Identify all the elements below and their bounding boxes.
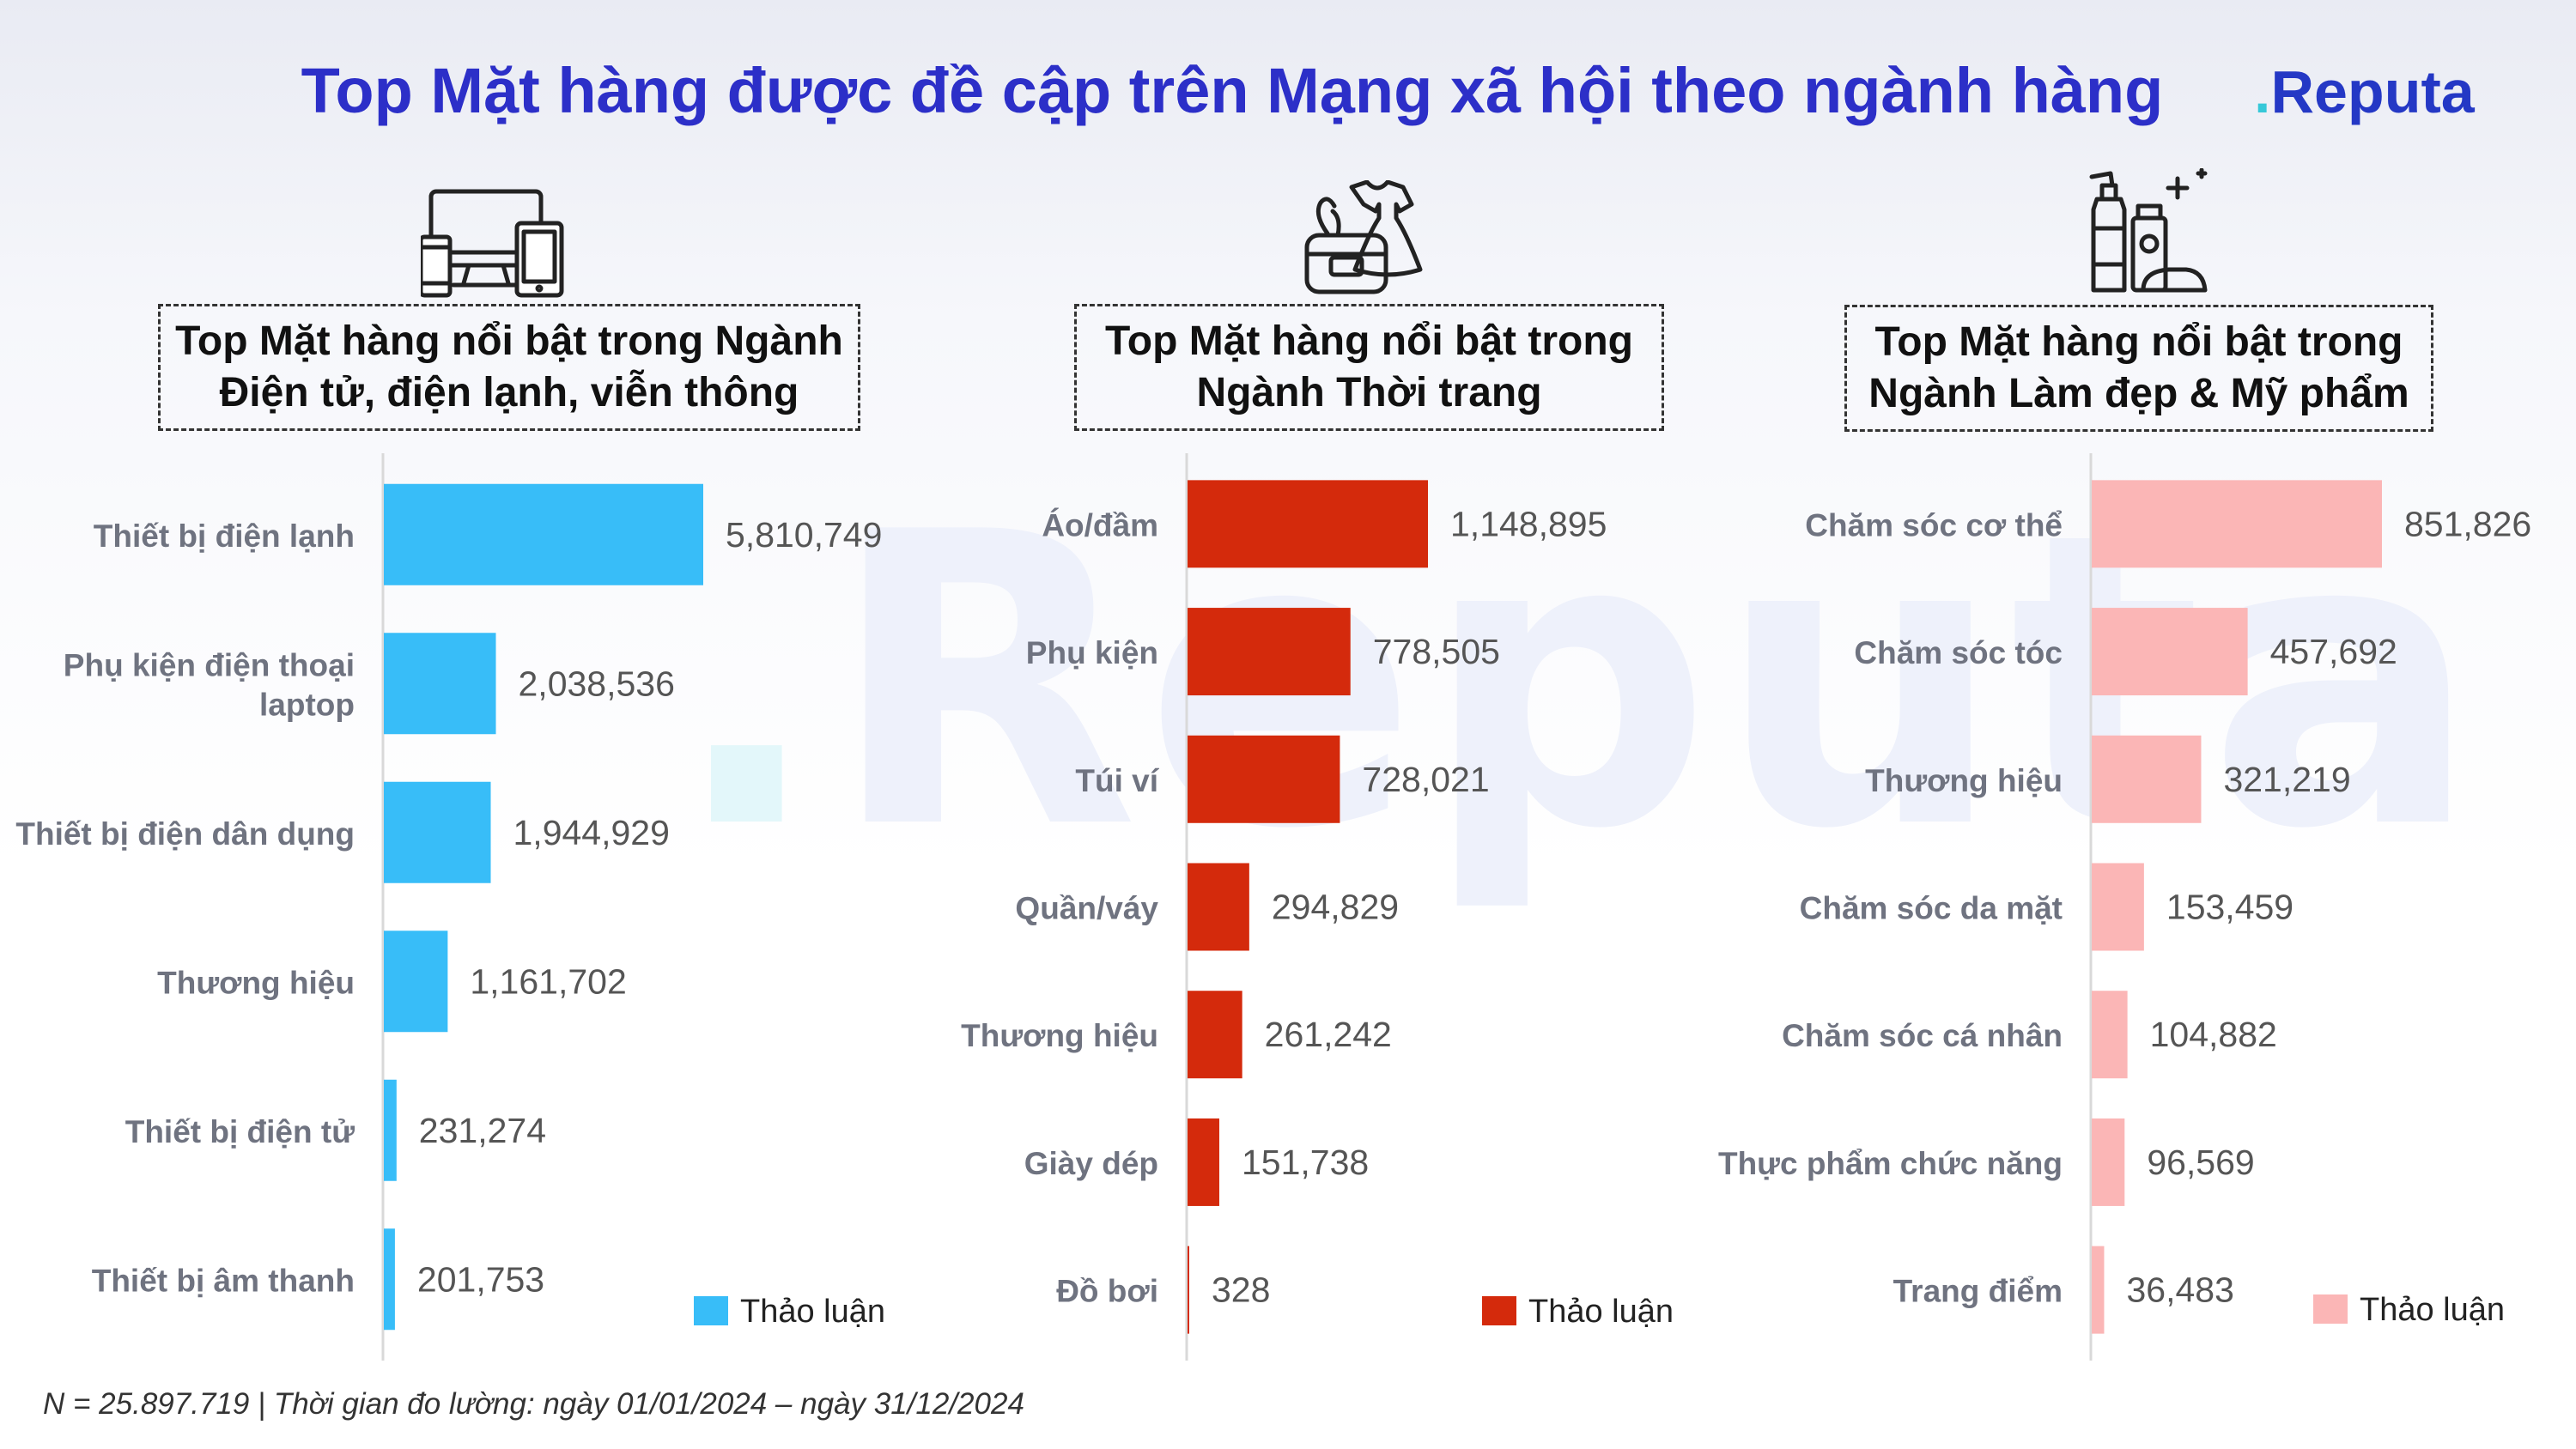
bar-electronics <box>384 633 496 735</box>
value-label: 151,738 <box>1242 1143 1369 1182</box>
category-label: Chăm sóc da mặt <box>1800 891 2063 926</box>
value-label: 96,569 <box>2147 1143 2254 1182</box>
category-label: Đồ bơi <box>1056 1274 1158 1309</box>
panel-title-line: Top Mặt hàng nổi bật trong <box>1874 319 2403 365</box>
category-label: Túi ví <box>1075 763 1159 798</box>
category-label: Thương hiệu <box>961 1018 1158 1053</box>
category-label: Thiết bị điện lạnh <box>94 518 355 554</box>
value-label: 201,753 <box>417 1259 544 1299</box>
value-label: 2,038,536 <box>519 664 675 703</box>
value-label: 294,829 <box>1272 888 1399 927</box>
category-label: Áo/đầm <box>1042 507 1158 543</box>
legend-swatch <box>694 1296 728 1325</box>
legend-swatch <box>2313 1294 2348 1324</box>
cosmetics-icon <box>2089 168 2208 293</box>
category-label: laptop <box>259 687 355 722</box>
value-label: 321,219 <box>2223 760 2350 799</box>
panel-title-line: Ngành Thời trang <box>1196 370 1542 415</box>
value-label: 457,692 <box>2270 632 2397 671</box>
category-label: Thương hiệu <box>1865 763 2063 798</box>
category-label: Chăm sóc tóc <box>1854 635 2063 670</box>
category-label: Thiết bị điện tử <box>125 1114 355 1149</box>
category-label: Thương hiệu <box>157 965 355 1000</box>
bar-beauty <box>2092 1118 2125 1206</box>
bar-electronics <box>384 483 703 585</box>
value-label: 153,459 <box>2166 888 2293 927</box>
category-label: Chăm sóc cơ thể <box>1805 507 2063 543</box>
bar-beauty <box>2092 991 2128 1079</box>
value-label: 328 <box>1212 1270 1270 1310</box>
page-title: Top Mặt hàng được đề cập trên Mạng xã hộ… <box>301 55 2164 126</box>
value-label: 5,810,749 <box>726 515 882 555</box>
value-label: 851,826 <box>2404 504 2531 543</box>
legend-label: Thảo luận <box>2360 1292 2505 1328</box>
logo-dot: . <box>2254 58 2271 125</box>
category-label: Giày dép <box>1024 1146 1158 1181</box>
value-label: 104,882 <box>2150 1015 2277 1054</box>
bar-beauty <box>2092 735 2202 823</box>
bar-fashion <box>1188 480 1428 568</box>
bar-beauty <box>2092 863 2144 951</box>
value-label: 1,944,929 <box>513 813 670 852</box>
bar-beauty <box>2092 480 2382 568</box>
bar-fashion <box>1188 991 1242 1079</box>
value-label: 728,021 <box>1362 760 1489 799</box>
category-label: Phụ kiện điện thoại <box>64 647 355 682</box>
panel-title-electronics: Top Mặt hàng nổi bật trong Ngành Điện tử,… <box>158 304 860 431</box>
category-label: Phụ kiện <box>1026 635 1158 670</box>
bar-fashion <box>1188 1246 1189 1334</box>
devices-icon <box>421 189 564 298</box>
legend-swatch <box>1482 1296 1516 1325</box>
panel-title-fashion: Top Mặt hàng nổi bật trong Ngành Thời tra… <box>1074 304 1664 431</box>
category-label: Thiết bị âm thanh <box>92 1263 355 1298</box>
bar-electronics <box>384 1228 395 1331</box>
bar-fashion <box>1188 1118 1219 1206</box>
logo-text: Reputa <box>2270 58 2475 125</box>
bar-beauty <box>2092 608 2248 696</box>
bar-electronics <box>384 931 448 1033</box>
value-label: 261,242 <box>1265 1015 1392 1054</box>
bar-fashion <box>1188 863 1249 951</box>
category-label: Thực phẩm chức năng <box>1718 1146 2063 1181</box>
value-label: 231,274 <box>419 1111 546 1150</box>
category-label: Thiết bị điện dân dụng <box>15 816 355 852</box>
legend-label: Thảo luận <box>1528 1294 1674 1330</box>
panel-title-line: Điện tử, điện lạnh, viễn thông <box>219 370 799 415</box>
fashion-icon <box>1304 180 1423 294</box>
reputa-logo: .Reputa <box>2254 62 2475 122</box>
legend-label: Thảo luận <box>740 1294 885 1330</box>
panel-title-beauty: Top Mặt hàng nổi bật trong Ngành Làm đẹp … <box>1844 305 2433 432</box>
category-label: Quần/váy <box>1015 891 1158 926</box>
value-label: 1,148,895 <box>1450 504 1607 543</box>
value-label: 778,505 <box>1373 632 1500 671</box>
panel-title-line: Top Mặt hàng nổi bật trong Ngành <box>175 318 843 364</box>
bar-fashion <box>1188 608 1351 696</box>
bar-beauty <box>2092 1246 2105 1334</box>
footnote: N = 25.897.719 | Thời gian đo lường: ngà… <box>43 1387 1024 1421</box>
category-label: Trang điểm <box>1893 1274 2063 1309</box>
category-label: Chăm sóc cá nhân <box>1782 1018 2063 1053</box>
panel-title-line: Ngành Làm đẹp & Mỹ phẩm <box>1868 371 2409 416</box>
bar-electronics <box>384 781 491 883</box>
panel-title-line: Top Mặt hàng nổi bật trong <box>1105 318 1633 364</box>
value-label: 36,483 <box>2126 1270 2233 1310</box>
bar-electronics <box>384 1079 397 1181</box>
value-label: 1,161,702 <box>470 961 626 1001</box>
bar-fashion <box>1188 735 1340 823</box>
